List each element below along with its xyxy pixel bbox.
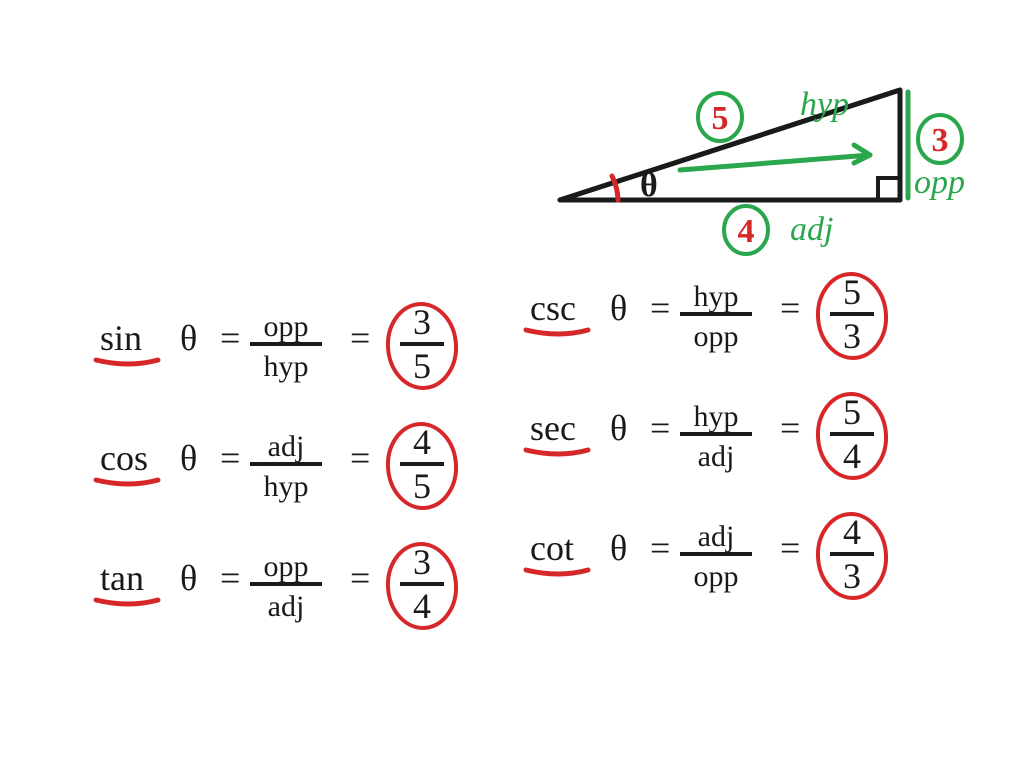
left-row-2-den: 4 [413, 586, 431, 626]
right-row-0-den: 3 [843, 316, 861, 356]
right-row-2-eq2: = [780, 528, 800, 568]
theta-label: θ [640, 167, 658, 204]
left-row-0-numword: opp [264, 310, 309, 343]
left-row-0-num: 3 [413, 302, 431, 342]
left-row-1-underline [96, 480, 158, 484]
left-row-1-eq2: = [350, 438, 370, 478]
right-row-0-fn: csc [530, 288, 576, 328]
right-row-0: cscθ = hyp opp = 53 [526, 272, 889, 361]
left-row-1: cosθ = adj hyp = 45 [96, 422, 459, 511]
right-row-1: secθ = hyp adj = 54 [526, 392, 889, 481]
left-row-2-num: 3 [413, 542, 431, 582]
left-row-1-eq1: = [220, 438, 240, 478]
left-row-1-denword: hyp [264, 470, 309, 503]
left-row-0-underline [96, 360, 158, 364]
right-row-2-fn: cot [530, 528, 574, 568]
right-row-0-arg: θ [610, 288, 627, 328]
left-row-1-num: 4 [413, 422, 431, 462]
right-row-1-denword: adj [698, 440, 735, 473]
right-row-1-eq2: = [780, 408, 800, 448]
left-row-1-fn: cos [100, 438, 148, 478]
right-row-0-eq1: = [650, 288, 670, 328]
whiteboard: θhypoppadj534sinθ=opphyp=35cosθ=adjhyp=4… [0, 0, 1024, 768]
right-row-1-fn: sec [530, 408, 576, 448]
right-row-2-underline [526, 570, 588, 574]
left-row-0-eq1: = [220, 318, 240, 358]
right-row-2-arg: θ [610, 528, 627, 568]
right-row-2: cotθ = adj opp = 43 [526, 512, 889, 601]
left-row-1-numword: adj [268, 430, 305, 463]
right-row-1-eq1: = [650, 408, 670, 448]
left-row-0-arg: θ [180, 318, 197, 358]
hyp-label: hyp [800, 86, 849, 123]
right-row-1-arg: θ [610, 408, 627, 448]
right-row-0-underline [526, 330, 588, 334]
left-row-0-fn: sin [100, 318, 142, 358]
left-row-1-den: 5 [413, 466, 431, 506]
right-row-1-underline [526, 450, 588, 454]
right-row-1-den: 4 [843, 436, 861, 476]
right-row-0-num: 5 [843, 272, 861, 312]
right-row-2-eq1: = [650, 528, 670, 568]
len-hyp: 5 [712, 100, 729, 137]
right-row-0-numword: hyp [694, 280, 739, 313]
right-row-2-denword: opp [694, 560, 739, 593]
len-adj: 4 [738, 213, 755, 250]
right-row-1-num: 5 [843, 392, 861, 432]
right-angle-mark [878, 178, 900, 200]
left-row-2-eq2: = [350, 558, 370, 598]
left-row-2-numword: opp [264, 550, 309, 583]
opp-label: opp [914, 164, 965, 201]
right-row-2-den: 3 [843, 556, 861, 596]
right-row-0-eq2: = [780, 288, 800, 328]
right-row-0-denword: opp [694, 320, 739, 353]
adj-label: adj [790, 211, 833, 248]
right-row-2-numword: adj [698, 520, 735, 553]
len-opp: 3 [932, 122, 949, 159]
right-row-1-numword: hyp [694, 400, 739, 433]
left-row-0-den: 5 [413, 346, 431, 386]
left-row-0-eq2: = [350, 318, 370, 358]
left-row-2-denword: adj [268, 590, 305, 623]
left-row-1-arg: θ [180, 438, 197, 478]
left-row-2-underline [96, 600, 158, 604]
left-row-0-denword: hyp [264, 350, 309, 383]
right-row-2-num: 4 [843, 512, 861, 552]
left-row-0: sinθ = opp hyp = 35 [96, 302, 459, 391]
left-row-2-eq1: = [220, 558, 240, 598]
left-row-2-fn: tan [100, 558, 144, 598]
left-row-2-arg: θ [180, 558, 197, 598]
opp-arrow [680, 155, 870, 170]
left-row-2: tanθ = opp adj = 34 [96, 542, 459, 631]
